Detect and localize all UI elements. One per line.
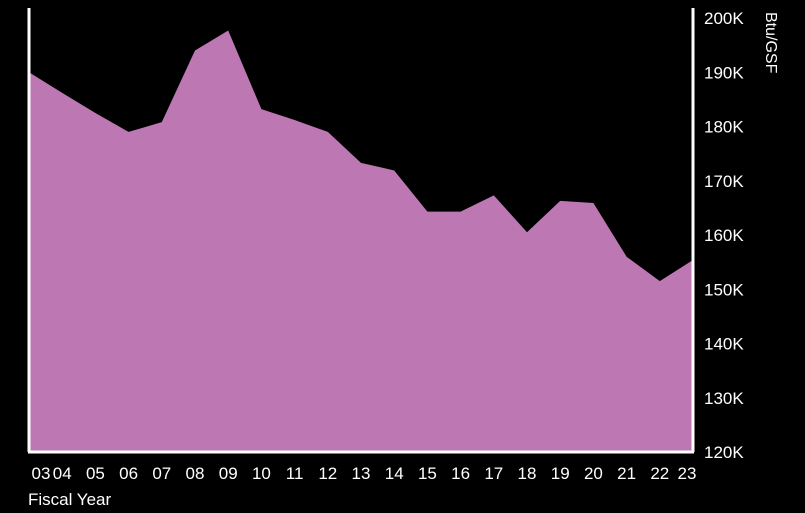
x-tick-label: 12 (318, 464, 337, 483)
y-axis-title: Btu/GSF (762, 12, 779, 74)
x-tick-label: 23 (678, 464, 697, 483)
area-layer (29, 30, 693, 452)
x-tick-label: 05 (86, 464, 105, 483)
x-tick-label: 15 (418, 464, 437, 483)
x-tick-label: 17 (484, 464, 503, 483)
x-tick-label: 09 (219, 464, 238, 483)
area-series (29, 30, 693, 452)
y-tick-label: 190K (704, 63, 744, 82)
y-tick-label: 200K (704, 9, 744, 28)
y-tick-label: 160K (704, 226, 744, 245)
x-tick-label: 22 (650, 464, 669, 483)
x-tick-label: 03 (32, 464, 51, 483)
x-tick-label: 16 (451, 464, 470, 483)
x-tick-label: 04 (53, 464, 72, 483)
x-tick-labels: 03 04 05 06 07 08 09 10 11 12 13 14 15 16 17 18 19 20 21 22… (32, 464, 697, 483)
x-axis-title: Fiscal Year (28, 490, 111, 509)
x-tick-label: 18 (518, 464, 537, 483)
y-tick-label: 140K (704, 335, 744, 354)
x-tick-label: 13 (352, 464, 371, 483)
x-tick-label: 11 (286, 464, 304, 483)
x-tick-label: 14 (385, 464, 404, 483)
x-tick-label: 07 (152, 464, 171, 483)
y-tick-label: 170K (704, 172, 744, 191)
y-tick-label: 150K (704, 280, 744, 299)
x-tick-label: 21 (617, 464, 636, 483)
y-tick-labels: 200K 190K 180K 170K 160K 150K 140K 130K 120K (704, 9, 744, 462)
y-tick-label: 180K (704, 118, 744, 137)
x-tick-label: 10 (252, 464, 271, 483)
y-tick-label: 130K (704, 389, 744, 408)
x-tick-label: 08 (186, 464, 205, 483)
x-tick-label: 20 (584, 464, 603, 483)
x-tick-label: 19 (551, 464, 570, 483)
x-tick-label: 06 (119, 464, 138, 483)
y-tick-label: 120K (704, 443, 744, 462)
